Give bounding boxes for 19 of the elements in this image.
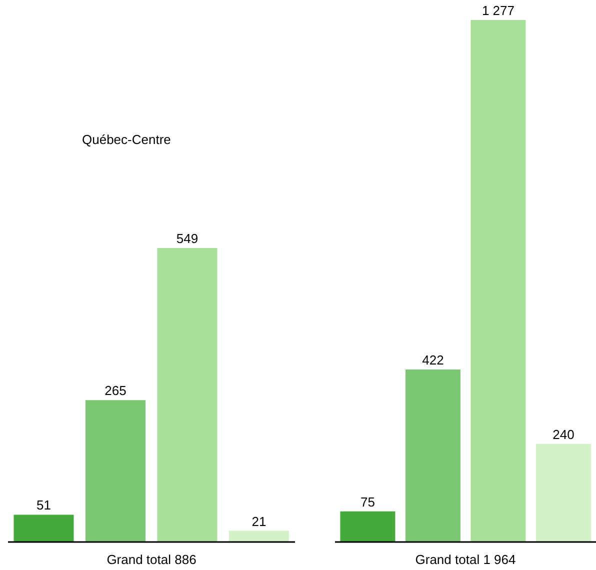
chart-title: Québec-Centre	[82, 132, 171, 147]
bar	[85, 400, 146, 542]
bar	[14, 514, 74, 542]
data-label: 51	[36, 498, 51, 513]
data-label: 549	[176, 231, 198, 246]
x-axis-title: Grand total 1 964	[415, 552, 516, 567]
data-label: 265	[104, 383, 126, 398]
data-label: 422	[422, 352, 444, 368]
data-label: 75	[360, 494, 375, 510]
data-label: 1 277	[482, 3, 514, 18]
bar	[536, 444, 591, 542]
bar	[228, 530, 289, 542]
bar	[470, 20, 526, 542]
data-label: 240	[552, 426, 574, 442]
x-axis-title: Grand total 886	[106, 552, 196, 567]
bar	[340, 511, 396, 542]
data-label: 21	[252, 514, 266, 529]
bar	[405, 370, 460, 542]
bar	[157, 248, 218, 542]
